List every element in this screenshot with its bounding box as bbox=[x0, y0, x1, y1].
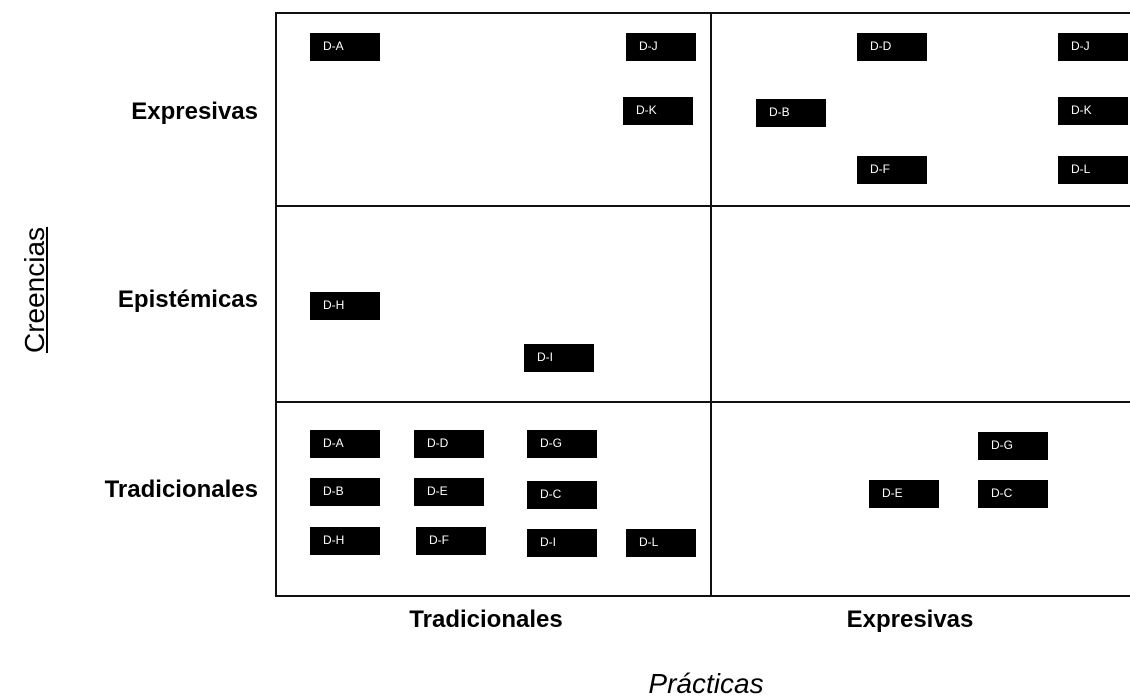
matrix-grid bbox=[275, 12, 1130, 597]
row-label-expresivas: Expresivas bbox=[131, 98, 258, 125]
box-tradicionales-expresivas-3: D-C bbox=[978, 480, 1048, 508]
row-label-tradicionales: Tradicionales bbox=[104, 476, 258, 503]
row-label-epistemicas: Epistémicas bbox=[117, 286, 258, 313]
box-expresivas-expresivas-5: D-F bbox=[857, 156, 927, 184]
box-tradicionales-tradicionales-10: D-L bbox=[626, 529, 696, 557]
box-tradicionales-expresivas-1: D-G bbox=[978, 432, 1048, 460]
y-axis-title: Creencias bbox=[19, 226, 50, 354]
box-tradicionales-expresivas-2: D-E bbox=[869, 480, 939, 508]
box-expresivas-tradicionales-2: D-J bbox=[626, 33, 696, 61]
column-label-expresivas: Expresivas bbox=[846, 606, 974, 633]
box-tradicionales-tradicionales-7: D-H bbox=[310, 527, 380, 555]
column-label-tradicionales: Tradicionales bbox=[409, 606, 563, 633]
box-epistemicas-tradicionales-2: D-I bbox=[524, 344, 594, 372]
column-divider bbox=[710, 14, 712, 595]
box-tradicionales-tradicionales-2: D-D bbox=[414, 430, 484, 458]
box-expresivas-tradicionales-3: D-K bbox=[623, 97, 693, 125]
box-tradicionales-tradicionales-8: D-F bbox=[416, 527, 486, 555]
box-epistemicas-tradicionales-1: D-H bbox=[310, 292, 380, 320]
row-divider-1 bbox=[277, 205, 1130, 207]
box-expresivas-expresivas-4: D-K bbox=[1058, 97, 1128, 125]
box-tradicionales-tradicionales-6: D-C bbox=[527, 481, 597, 509]
box-tradicionales-tradicionales-5: D-E bbox=[414, 478, 484, 506]
box-tradicionales-tradicionales-3: D-G bbox=[527, 430, 597, 458]
x-axis-title: Prácticas bbox=[648, 668, 764, 699]
row-divider-2 bbox=[277, 401, 1130, 403]
box-expresivas-tradicionales-1: D-A bbox=[310, 33, 380, 61]
box-expresivas-expresivas-2: D-J bbox=[1058, 33, 1128, 61]
box-expresivas-expresivas-6: D-L bbox=[1058, 156, 1128, 184]
box-tradicionales-tradicionales-4: D-B bbox=[310, 478, 380, 506]
box-expresivas-expresivas-3: D-B bbox=[756, 99, 826, 127]
box-expresivas-expresivas-1: D-D bbox=[857, 33, 927, 61]
box-tradicionales-tradicionales-1: D-A bbox=[310, 430, 380, 458]
box-tradicionales-tradicionales-9: D-I bbox=[527, 529, 597, 557]
